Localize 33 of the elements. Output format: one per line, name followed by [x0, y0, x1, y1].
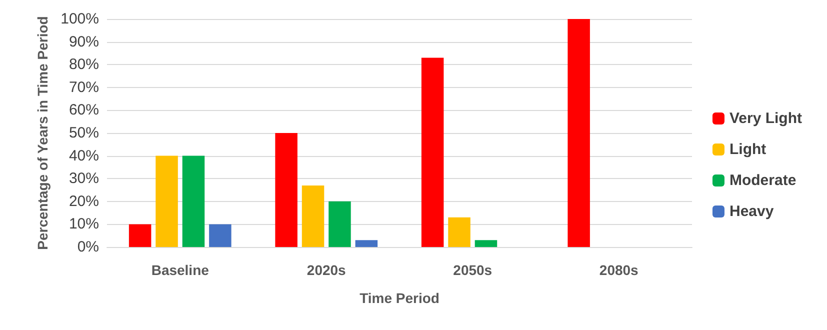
legend-label: Heavy [729, 203, 774, 220]
legend-label: Light [729, 141, 766, 158]
bar [421, 58, 444, 247]
legend-label: Moderate [729, 172, 796, 189]
x-tick-label: 2050s [453, 262, 492, 278]
y-tick-label: 0% [77, 238, 99, 256]
bar [209, 224, 232, 247]
bar [568, 19, 590, 247]
bar [355, 240, 378, 247]
bar [182, 156, 205, 247]
bar [302, 185, 324, 247]
y-tick-label: 60% [68, 102, 99, 119]
y-tick-label: 10% [68, 216, 99, 233]
y-tick-label: 70% [68, 78, 99, 96]
bar [328, 201, 351, 247]
bar [275, 133, 298, 247]
y-tick-label: 50% [68, 124, 99, 142]
y-axis-title: Percentage of Years in Time Period [34, 16, 51, 250]
y-tick-label: 80% [68, 56, 99, 74]
y-tick-label: 30% [68, 170, 99, 188]
bar [128, 224, 152, 247]
x-tick-label: 2080s [599, 262, 639, 278]
x-tick-label: Baseline [151, 262, 210, 278]
y-tick-label: 90% [68, 33, 99, 50]
bar [448, 217, 470, 247]
bar [156, 156, 178, 247]
bar [474, 240, 498, 247]
y-tick-label: 40% [68, 147, 99, 164]
y-tick-label: 20% [68, 192, 99, 210]
y-tick-label: 100% [60, 10, 99, 28]
legend-label: Very Light [729, 110, 802, 127]
x-axis-title: Time Period [360, 290, 440, 306]
x-tick-label: 2020s [306, 262, 346, 278]
